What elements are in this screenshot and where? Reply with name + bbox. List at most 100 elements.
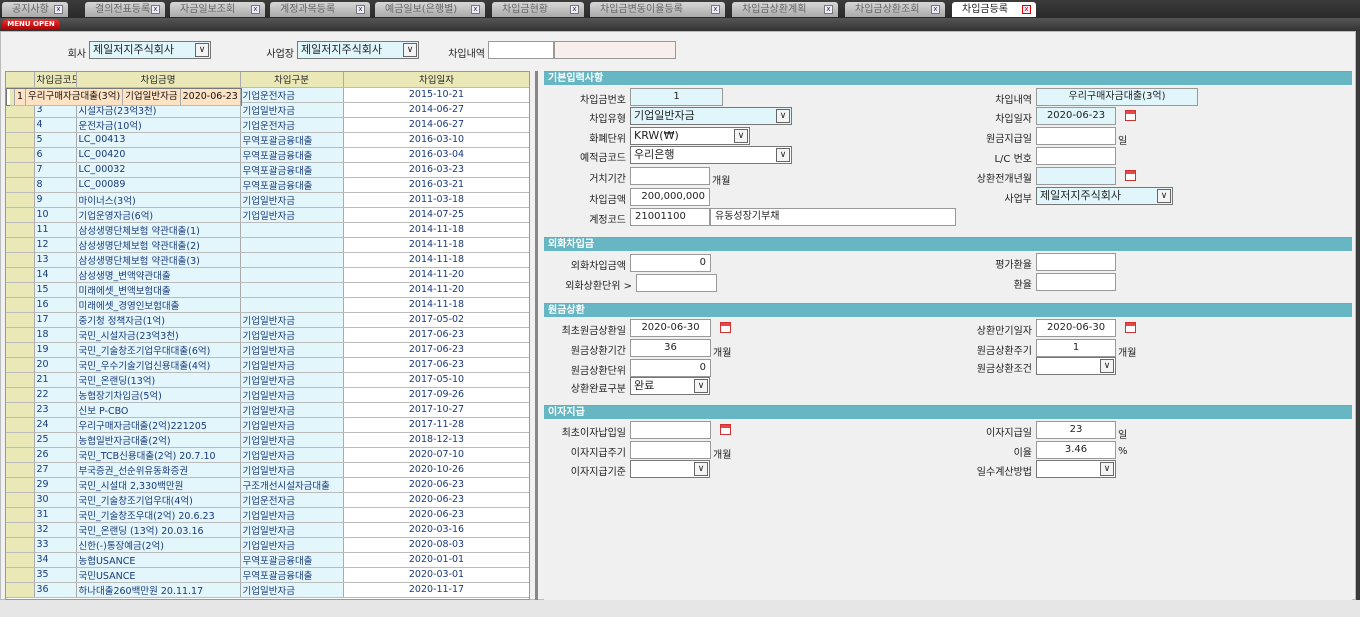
table-row[interactable]: 18 국민_시설자금(23억3천) 기업일반자금 2017-06-23 bbox=[6, 327, 529, 343]
row-header[interactable] bbox=[6, 237, 35, 253]
splitter-scrollbar[interactable] bbox=[535, 71, 538, 600]
menu-open-button[interactable]: MENU OPEN bbox=[2, 19, 60, 30]
table-row[interactable]: 30 국민_기술창조기업우대(4억) 기업운전자금 2020-06-23 bbox=[6, 492, 529, 508]
chevron-down-icon[interactable]: ∨ bbox=[694, 462, 708, 476]
loan-detail-input[interactable]: 우리구매자금대출(3억) bbox=[1036, 88, 1198, 106]
close-icon[interactable]: x bbox=[570, 5, 579, 14]
table-row[interactable]: 25 농협일반자금대출(2억) 기업일반자금 2018-12-13 bbox=[6, 432, 529, 448]
table-row[interactable]: 29 국민_시설대 2,330백만원 구조개선시설자금대출 2020-06-23 bbox=[6, 477, 529, 493]
table-row[interactable]: 24 우리구매자금대출(2억)221205 기업일반자금 2017-11-28 bbox=[6, 417, 529, 433]
table-row[interactable]: 6 LC_00420 무역포괄금융대출 2016-03-04 bbox=[6, 147, 529, 163]
table-row[interactable]: 34 농협USANCE 무역포괄금융대출 2020-01-01 bbox=[6, 552, 529, 568]
eval-rate-input[interactable] bbox=[1036, 253, 1116, 271]
row-header[interactable] bbox=[6, 192, 35, 208]
table-row[interactable]: 4 운전자금(10억) 기업운전자금 2014-06-27 bbox=[6, 117, 529, 133]
fx-repay-unit-input[interactable] bbox=[636, 274, 717, 292]
interest-cycle-input[interactable] bbox=[630, 441, 711, 459]
tab-8[interactable]: 차입금상환조회 x bbox=[845, 2, 945, 17]
table-row[interactable]: 23 신보 P-CBO 기업일반자금 2017-10-27 bbox=[6, 402, 529, 418]
principal-cond-select[interactable]: ∨ bbox=[1036, 357, 1116, 375]
close-icon[interactable]: x bbox=[711, 5, 720, 14]
first-interest-date-input[interactable] bbox=[630, 421, 711, 439]
row-header[interactable] bbox=[6, 447, 35, 463]
chevron-down-icon[interactable]: ∨ bbox=[734, 129, 748, 143]
tab-2[interactable]: 자금일보조회 x bbox=[170, 2, 265, 17]
table-row[interactable]: 27 부국증권_선순위유동화증권 기업일반자금 2020-10-26 bbox=[6, 462, 529, 478]
tab-0[interactable]: 공지사항 x bbox=[2, 2, 68, 17]
calendar-icon[interactable] bbox=[1125, 322, 1136, 333]
row-header[interactable] bbox=[6, 267, 35, 283]
table-row[interactable]: 10 기업운영자금(6억) 기업일반자금 2014-07-25 bbox=[6, 207, 529, 223]
chevron-down-icon[interactable]: ∨ bbox=[776, 148, 790, 162]
tab-1[interactable]: 결의전표등록 x bbox=[85, 2, 165, 17]
fx-rate-input[interactable] bbox=[1036, 273, 1116, 291]
table-row[interactable]: 36 하나대출260백만원 20.11.17 기업일반자금 2020-11-17 bbox=[6, 582, 529, 598]
calendar-icon[interactable] bbox=[1125, 110, 1136, 121]
close-icon[interactable]: x bbox=[1022, 5, 1031, 14]
close-icon[interactable]: x bbox=[471, 5, 480, 14]
site-select[interactable]: 제일저지주식회사 ∨ bbox=[297, 41, 419, 59]
close-icon[interactable]: x bbox=[54, 5, 63, 14]
row-header[interactable] bbox=[6, 147, 35, 163]
interest-rate-input[interactable]: 3.46 bbox=[1036, 441, 1116, 459]
chevron-down-icon[interactable]: ∨ bbox=[1157, 189, 1171, 203]
maturity-date-input[interactable]: 2020-06-30 bbox=[1036, 319, 1116, 337]
chevron-down-icon[interactable]: ∨ bbox=[694, 379, 708, 393]
pre-repay-month-input[interactable] bbox=[1036, 167, 1116, 185]
row-header[interactable] bbox=[6, 552, 35, 568]
row-header[interactable] bbox=[6, 387, 35, 403]
table-row[interactable]: 16 미래에셋_경영인보험대출 2014-11-18 bbox=[6, 297, 529, 313]
principal-period-input[interactable]: 36 bbox=[630, 339, 711, 357]
table-row[interactable]: 3 시설자금(23억3천) 기업일반자금 2014-06-27 bbox=[6, 102, 529, 118]
principal-unit-input[interactable]: 0 bbox=[630, 359, 711, 377]
loan-type-select[interactable]: 기업일반자금 ∨ bbox=[630, 107, 792, 125]
tab-6[interactable]: 차입금변동이율등록 x bbox=[590, 2, 725, 17]
close-icon[interactable]: x bbox=[931, 5, 940, 14]
account-code-name-input[interactable]: 유동성장기부채 bbox=[710, 208, 956, 226]
col-header-name[interactable]: 차입금명 bbox=[76, 72, 241, 88]
table-row[interactable]: 17 중기청 정책자금(1억) 기업일반자금 2017-05-02 bbox=[6, 312, 529, 328]
day-count-select[interactable]: ∨ bbox=[1036, 460, 1116, 478]
table-row[interactable]: 26 국민_TCB신용대출(2억) 20.7.10 기업일반자금 2020-07-10 bbox=[6, 447, 529, 463]
close-icon[interactable]: x bbox=[151, 5, 160, 14]
row-header[interactable] bbox=[6, 537, 35, 553]
table-row[interactable]: 15 미래에셋_변액보험대출 2014-11-20 bbox=[6, 282, 529, 298]
interest-day-input[interactable]: 23 bbox=[1036, 421, 1116, 439]
company-select[interactable]: 제일저지주식회사 ∨ bbox=[89, 41, 211, 59]
lc-no-input[interactable] bbox=[1036, 147, 1116, 165]
tab-4[interactable]: 예금일보(은행별) x bbox=[375, 2, 485, 17]
row-header[interactable] bbox=[6, 432, 35, 448]
table-row[interactable]: 8 LC_00089 무역포괄금융대출 2016-03-21 bbox=[6, 177, 529, 193]
row-header[interactable] bbox=[6, 477, 35, 493]
calendar-icon[interactable] bbox=[720, 424, 731, 435]
row-header[interactable] bbox=[6, 102, 35, 118]
col-header-type[interactable]: 차입구분 bbox=[240, 72, 344, 88]
currency-select[interactable]: KRW(₩) ∨ bbox=[630, 127, 750, 145]
table-row[interactable]: 31 국민_기술창조우대(2억) 20.6.23 기업일반자금 2020-06-23 bbox=[6, 507, 529, 523]
row-header[interactable] bbox=[6, 567, 35, 583]
row-header[interactable] bbox=[6, 207, 35, 223]
table-row[interactable]: 11 삼성생명단체보험 약관대출(1) 2014-11-18 bbox=[6, 222, 529, 238]
row-header[interactable] bbox=[6, 312, 35, 328]
chevron-down-icon[interactable]: ∨ bbox=[1100, 462, 1114, 476]
fx-amount-input[interactable]: 0 bbox=[630, 254, 711, 272]
interest-basis-select[interactable]: ∨ bbox=[630, 460, 710, 478]
row-header[interactable] bbox=[6, 462, 35, 478]
row-header[interactable] bbox=[6, 342, 35, 358]
tab-9[interactable]: 차입금등록 x bbox=[952, 2, 1036, 17]
row-header[interactable] bbox=[6, 402, 35, 418]
loan-date-input[interactable]: 2020-06-23 bbox=[1036, 107, 1116, 125]
row-header[interactable] bbox=[6, 297, 35, 313]
row-header[interactable] bbox=[6, 222, 35, 238]
table-row[interactable]: 21 국민_온랜딩(13억) 기업일반자금 2017-05-10 bbox=[6, 372, 529, 388]
table-row[interactable]: 20 국민_우수기술기업신용대출(4억) 기업일반자금 2017-06-23 bbox=[6, 357, 529, 373]
table-row[interactable]: 14 삼성생명_변액약관대출 2014-11-20 bbox=[6, 267, 529, 283]
row-header[interactable] bbox=[6, 162, 35, 178]
chevron-down-icon[interactable]: ∨ bbox=[195, 43, 209, 57]
first-principal-date-input[interactable]: 2020-06-30 bbox=[630, 319, 711, 337]
loan-detail-name-input[interactable] bbox=[554, 41, 676, 59]
row-header[interactable] bbox=[6, 507, 35, 523]
row-header[interactable] bbox=[6, 417, 35, 433]
account-code-input[interactable]: 21001100 bbox=[630, 208, 710, 226]
grace-period-input[interactable] bbox=[630, 167, 710, 185]
